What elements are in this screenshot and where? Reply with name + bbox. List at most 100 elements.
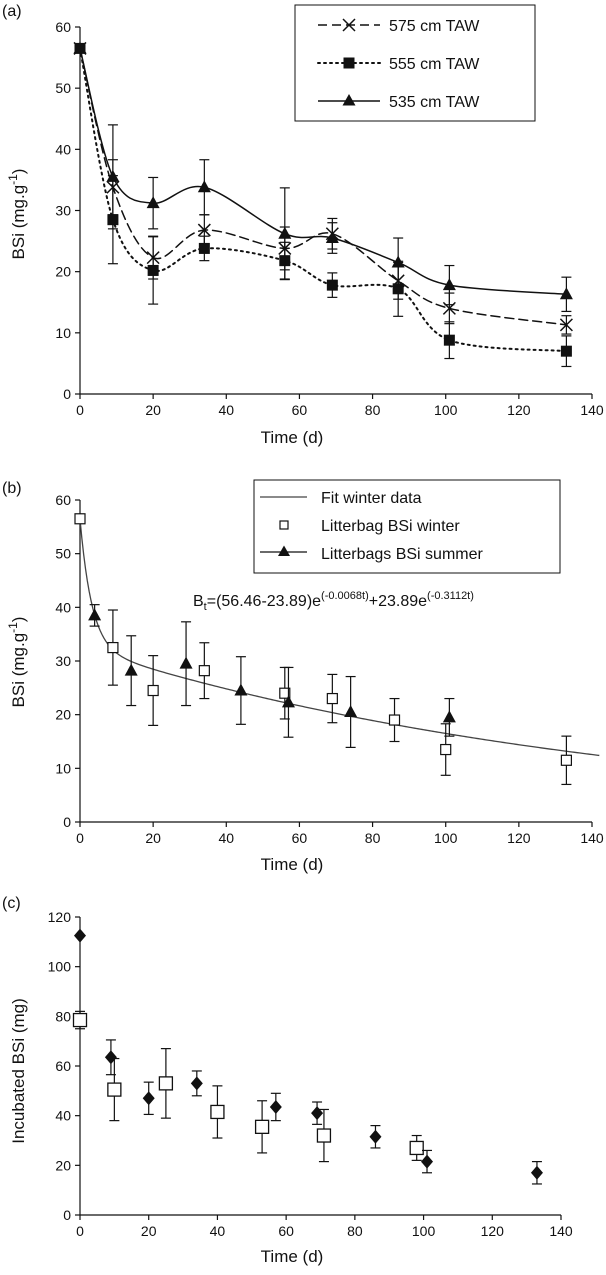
plot-area-c bbox=[72, 928, 543, 1185]
legend-label-575: 575 cm TAW bbox=[389, 18, 480, 35]
y-ticks-a: 0 10 20 30 40 50 60 bbox=[55, 19, 80, 402]
point-b-1-triangle bbox=[124, 663, 138, 676]
legend-marker-square bbox=[343, 57, 355, 69]
legend-entry-535: 535 cm TAW bbox=[318, 94, 480, 111]
legend-entry-fit: Fit winter data bbox=[260, 490, 422, 507]
x-ticks-c: 0 20 40 60 80 100 120 140 bbox=[76, 1215, 573, 1239]
y-tick-label-c: 100 bbox=[48, 959, 72, 975]
panel-a: (a) 0 10 20 30 40 50 60 0 20 40 60 80 100 120 140 Tim… bbox=[2, 3, 604, 447]
y-ticks-b: 0 10 20 30 40 50 60 bbox=[55, 492, 80, 830]
y-axis-label-b-text: BSi (mg.g bbox=[9, 633, 28, 708]
point-c-1-open-square bbox=[107, 1082, 122, 1097]
fit-curve bbox=[79, 518, 600, 757]
y-tick-label-a: 50 bbox=[55, 80, 71, 96]
x-tick-label-b: 120 bbox=[507, 830, 531, 846]
equation-lhs: B bbox=[193, 593, 204, 610]
point-a-1-square bbox=[147, 264, 159, 276]
y-tick-label-a: 40 bbox=[55, 141, 71, 157]
y-tick-label-b: 30 bbox=[55, 653, 71, 669]
point-a-1-square bbox=[198, 242, 210, 254]
y-tick-label-c: 40 bbox=[55, 1108, 71, 1124]
point-c-1-open-square bbox=[254, 1119, 270, 1134]
point-b-1-triangle bbox=[234, 683, 248, 696]
point-b-0-open-square bbox=[388, 714, 401, 726]
point-a-2-triangle bbox=[559, 287, 573, 300]
plot-area-b bbox=[74, 513, 600, 786]
equation-exp-1: (-0.0068t) bbox=[321, 590, 369, 602]
point-c-0-diamond bbox=[311, 1106, 324, 1121]
y-axis-label-a: BSi (mg.g-1) bbox=[6, 169, 28, 260]
x-tick-label-c: 0 bbox=[76, 1223, 84, 1239]
panel-label-b: (b) bbox=[2, 480, 22, 497]
point-a-1-square bbox=[326, 279, 338, 291]
x-tick-label-b: 100 bbox=[434, 830, 458, 846]
panel-c: (c) 0 20 40 60 80 100 120 0 20 40 60 80 100 120 140 T… bbox=[2, 895, 573, 1266]
x-tick-label-b: 80 bbox=[365, 830, 381, 846]
point-a-1-square bbox=[560, 345, 572, 357]
y-axis-label-a-close: ) bbox=[9, 169, 28, 175]
y-tick-label-c: 120 bbox=[48, 909, 72, 925]
x-tick-label-c: 100 bbox=[412, 1223, 436, 1239]
point-c-0-diamond bbox=[74, 928, 86, 943]
point-b-1-triangle bbox=[179, 656, 193, 669]
y-tick-label-a: 10 bbox=[55, 325, 71, 341]
point-b-0-open-square bbox=[147, 684, 159, 697]
y-tick-label-b: 50 bbox=[55, 546, 71, 562]
point-b-0-open-square bbox=[560, 754, 573, 766]
x-tick-label-a: 100 bbox=[434, 402, 458, 418]
legend-label-fit: Fit winter data bbox=[321, 490, 422, 507]
legend-entry-summer: Litterbags BSi summer bbox=[260, 545, 484, 563]
x-tick-label-b: 40 bbox=[218, 830, 234, 846]
fit-equation: Bt=(56.46-23.89)e(-0.0068t)+23.89e(-0.31… bbox=[193, 590, 474, 613]
legend-label-535: 535 cm TAW bbox=[389, 94, 480, 111]
point-a-0-x-stroke-2 bbox=[559, 318, 573, 332]
point-a-2-triangle bbox=[391, 255, 405, 268]
point-a-2-triangle bbox=[325, 231, 339, 244]
y-tick-label-b: 40 bbox=[55, 599, 71, 615]
y-ticks-c: 0 20 40 60 80 100 120 bbox=[48, 909, 80, 1223]
point-a-1-square bbox=[392, 283, 404, 295]
x-axis-label-c: Time (d) bbox=[261, 1247, 324, 1266]
y-tick-label-a: 30 bbox=[55, 203, 71, 219]
y-axis-label-c: Incubated BSi (mg) bbox=[9, 998, 28, 1144]
point-c-1-open-square bbox=[210, 1104, 225, 1120]
x-tick-label-a: 120 bbox=[507, 402, 531, 418]
x-tick-label-b: 140 bbox=[580, 830, 604, 846]
panel-label-c: (c) bbox=[2, 895, 21, 912]
y-axis-label-b: BSi (mg.g-1) bbox=[6, 617, 28, 708]
x-tick-label-c: 20 bbox=[141, 1223, 157, 1239]
y-axis-label-a-text: BSi (mg.g bbox=[9, 185, 28, 260]
y-tick-label-b: 0 bbox=[63, 814, 71, 830]
point-c-0-diamond bbox=[530, 1165, 543, 1180]
equation-lhs-sub: t bbox=[204, 601, 207, 613]
point-c-0-diamond bbox=[104, 1050, 117, 1065]
panel-label-a: (a) bbox=[2, 3, 22, 20]
point-c-0-diamond bbox=[142, 1091, 155, 1106]
y-tick-label-b: 20 bbox=[55, 707, 71, 723]
y-tick-label-a: 0 bbox=[63, 386, 71, 402]
y-tick-label-a: 60 bbox=[55, 19, 71, 35]
point-b-1-triangle bbox=[344, 704, 358, 717]
x-tick-label-a: 40 bbox=[218, 402, 234, 418]
legend-marker-triangle bbox=[342, 94, 356, 106]
panel-b: (b) 0 10 20 30 40 50 60 0 20 40 60 80 100 120 140 Tim… bbox=[2, 479, 604, 874]
x-axis-label-b: Time (d) bbox=[261, 855, 324, 874]
legend-a: 575 cm TAW 555 cm TAW 535 cm TAW bbox=[294, 4, 536, 122]
point-b-0-open-square bbox=[326, 692, 338, 705]
point-a-2-triangle bbox=[106, 169, 120, 182]
point-c-1-open-square bbox=[316, 1128, 332, 1143]
legend-label-summer: Litterbags BSi summer bbox=[321, 546, 484, 563]
legend-label-winter: Litterbag BSi winter bbox=[321, 518, 460, 535]
point-c-0-diamond bbox=[190, 1076, 203, 1091]
x-tick-label-a: 20 bbox=[145, 402, 161, 418]
x-tick-label-a: 0 bbox=[76, 402, 84, 418]
point-a-2-triangle bbox=[278, 226, 292, 239]
x-axis-label-a: Time (d) bbox=[261, 428, 324, 447]
x-tick-label-a: 60 bbox=[292, 402, 308, 418]
axes-c bbox=[79, 917, 561, 1216]
x-tick-label-b: 20 bbox=[145, 830, 161, 846]
x-tick-label-c: 60 bbox=[278, 1223, 294, 1239]
y-tick-label-c: 20 bbox=[55, 1157, 71, 1173]
x-tick-label-b: 60 bbox=[292, 830, 308, 846]
